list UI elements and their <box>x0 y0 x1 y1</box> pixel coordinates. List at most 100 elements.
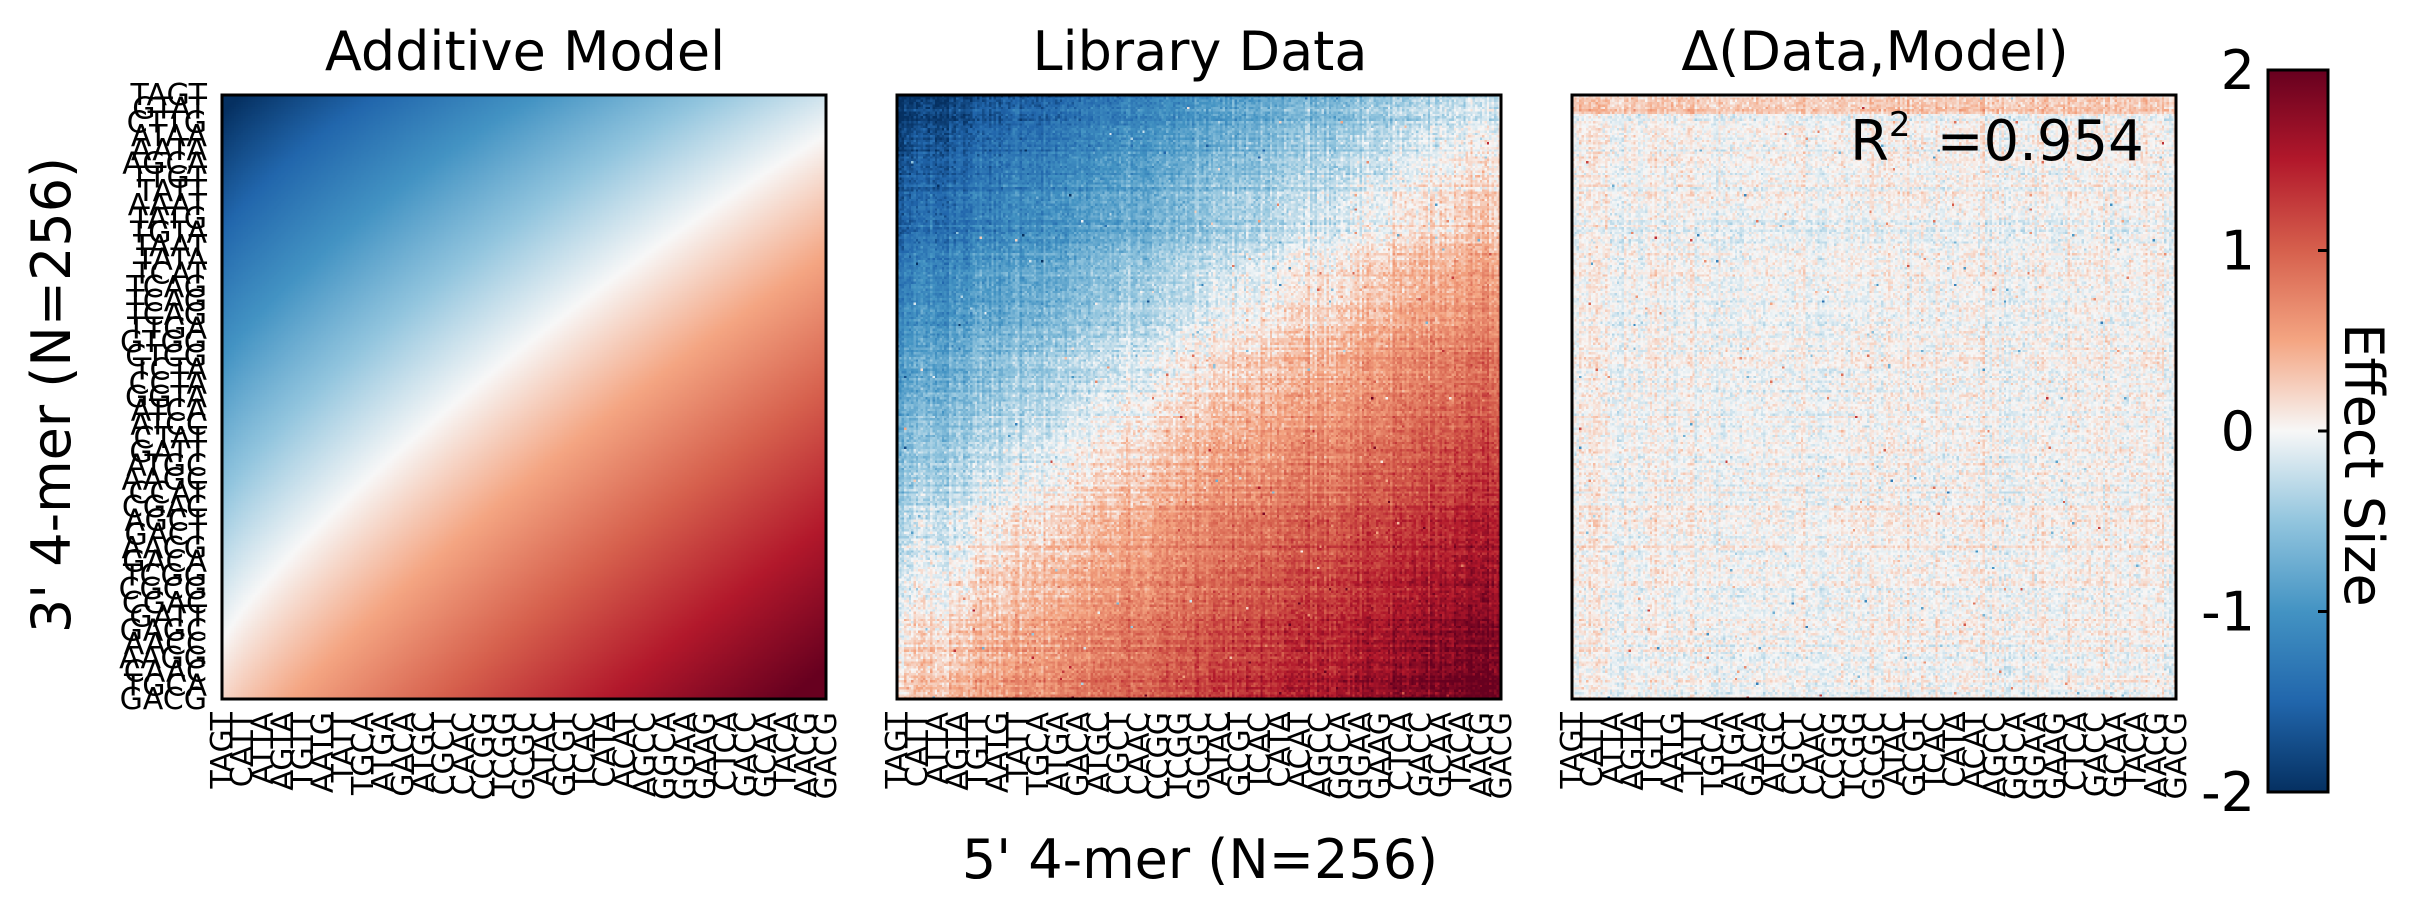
x-tick-label: AGCC <box>1978 712 2013 797</box>
colorbar-tick-label: 0 <box>2221 400 2255 463</box>
y-tick-label: TATG <box>130 202 207 237</box>
x-tick-label: GACG <box>1484 712 1519 799</box>
y-tick-label: CCAT <box>129 476 208 511</box>
x-tick-label: CGCT <box>1101 711 1136 795</box>
x-tick-label: AACG <box>2139 712 2174 798</box>
x-tick-label: GACG <box>2159 712 2194 799</box>
y-tick-label: CGCG <box>119 572 207 607</box>
y-tick-label: TCAG <box>125 270 207 305</box>
x-tick-label: ATAC <box>1877 712 1912 787</box>
x-tick-label: CATT <box>1575 711 1610 787</box>
x-tick-label: GGCA <box>1323 712 1358 800</box>
y-tick-label: GACT <box>124 517 207 552</box>
x-axis-label: 5' 4-mer (N=256) <box>962 828 1438 891</box>
y-tick-label: TGTA <box>129 215 207 250</box>
x-tick-label: CTCA <box>1383 712 1418 791</box>
colorbar-tick-label: -1 <box>2201 581 2255 644</box>
heatmap-data <box>897 95 1501 699</box>
y-tick-label: GAGC <box>120 613 207 648</box>
heatmap-delta-area <box>1572 95 2176 699</box>
x-tick-label: ATGA <box>1716 712 1751 793</box>
y-tick-labels: TAGTGTATCTTGATAAAATAAGCATTGTTATTAAATTATG… <box>119 78 208 717</box>
y-tick-label: CGAC <box>122 586 207 621</box>
x-tick-label: ATGC <box>1081 712 1116 793</box>
x-tick-label: TACA <box>769 712 804 791</box>
panel-title-delta: Δ(Data,Model) <box>1681 20 2068 83</box>
x-tick-label: TAGT <box>880 711 915 789</box>
r-squared-annotation: R2 =0.954 <box>1850 105 2144 174</box>
y-tick-label: GATT <box>129 600 207 635</box>
y-tick-label: ATCA <box>131 394 208 429</box>
x-tick-label: ACAT <box>1958 711 1993 789</box>
x-tick-label: TGCA <box>1696 712 1731 797</box>
x-tick-label: TGTT <box>286 711 321 789</box>
x-tick-label: GGAA <box>668 712 703 801</box>
y-tick-label: AAGC <box>121 462 207 497</box>
y-tick-label: CTTG <box>127 105 207 140</box>
y-tick-label: TAGT <box>130 78 208 113</box>
x-tick-label: TCAC <box>1242 712 1277 791</box>
x-tick-label: AGTA <box>940 712 975 791</box>
y-tick-label: AAGG <box>119 641 207 676</box>
x-tick-label: TCGG <box>1837 712 1872 797</box>
x-tick-label: TAGT <box>1555 711 1590 789</box>
y-tick-label: GACG <box>120 682 207 717</box>
x-tick-label: CATA <box>1938 712 1973 788</box>
x-tick-label: CGCT <box>426 711 461 795</box>
y-tick-label: AGCT <box>124 504 207 539</box>
y-tick-label: CTAT <box>134 421 208 456</box>
x-tick-label: CAAC <box>1797 712 1832 795</box>
y-tick-label: TCAG <box>125 284 207 319</box>
x-tick-label: AGTA <box>265 712 300 791</box>
colorbar-ticks: 2 1 0 -1 -2 <box>2201 39 2328 824</box>
x-tick-label: TCAC <box>567 712 602 791</box>
y-tick-label: AGCA <box>122 147 207 182</box>
x-tick-label: CATA <box>1263 712 1298 788</box>
x-tick-label: ATGC <box>406 712 441 793</box>
x-tick-label: TGTT <box>1636 711 1671 789</box>
x-tick-label: CAAC <box>1122 712 1157 795</box>
panel-frame-delta <box>1570 93 2178 701</box>
y-tick-label: TCGG <box>122 558 207 593</box>
x-tick-label: ATGC <box>1756 712 1791 793</box>
x-tick-label: GCAA <box>1424 712 1459 799</box>
x-tick-label: GCGC <box>507 712 542 800</box>
y-tick-label: CTCG <box>125 339 207 374</box>
x-tick-label: TACA <box>1444 712 1479 791</box>
x-tick-label: GCGT <box>1897 711 1932 796</box>
y-tick-label: ATAA <box>131 119 208 154</box>
x-tick-label: TGCA <box>1021 712 1056 797</box>
x-tick-label: CCGG <box>1817 712 1852 800</box>
y-tick-label: AATA <box>131 133 208 168</box>
x-tick-label: GACA <box>386 712 421 797</box>
x-tick-label: TCGG <box>487 712 522 797</box>
x-tick-label: GGAA <box>1343 712 1378 801</box>
x-tick-label: GACC <box>1403 712 1438 797</box>
x-tick-label: CATT <box>900 711 935 787</box>
colorbar-tick-label: 2 <box>2221 39 2255 102</box>
y-tick-label: CAAC <box>124 655 207 690</box>
y-tick-label: AAAT <box>128 188 208 223</box>
x-tick-label: ATTA <box>1595 712 1630 785</box>
x-tick-label: ATGA <box>366 712 401 793</box>
x-tick-label: TATT <box>326 711 361 783</box>
y-tick-label: TCAT <box>132 256 208 291</box>
x-tick-label: AATG <box>981 712 1016 793</box>
x-tick-labels-delta: TAGTCATTATTAAGTATGTTAATGTATTTGCAATGAGACA… <box>1555 711 2194 800</box>
colorbar-label: Effect Size <box>2332 323 2395 606</box>
x-tick-label: ATAC <box>1202 712 1237 787</box>
x-tick-label: ACAT <box>608 711 643 789</box>
y-tick-label: TGCA <box>123 668 208 703</box>
x-tick-label: AACG <box>789 712 824 798</box>
y-tick-label: TATA <box>135 243 207 278</box>
x-tick-label: TGTT <box>961 711 996 789</box>
x-tick-label: CATT <box>225 711 260 787</box>
x-tick-label: GACA <box>1061 712 1096 797</box>
y-tick-label: TTGT <box>129 160 207 195</box>
x-tick-label: ACAT <box>1283 711 1318 789</box>
x-tick-label: GACC <box>2078 712 2113 797</box>
x-tick-label: CCGG <box>467 712 502 800</box>
x-tick-label: AGTA <box>1615 712 1650 791</box>
y-tick-label: AACC <box>124 627 207 662</box>
